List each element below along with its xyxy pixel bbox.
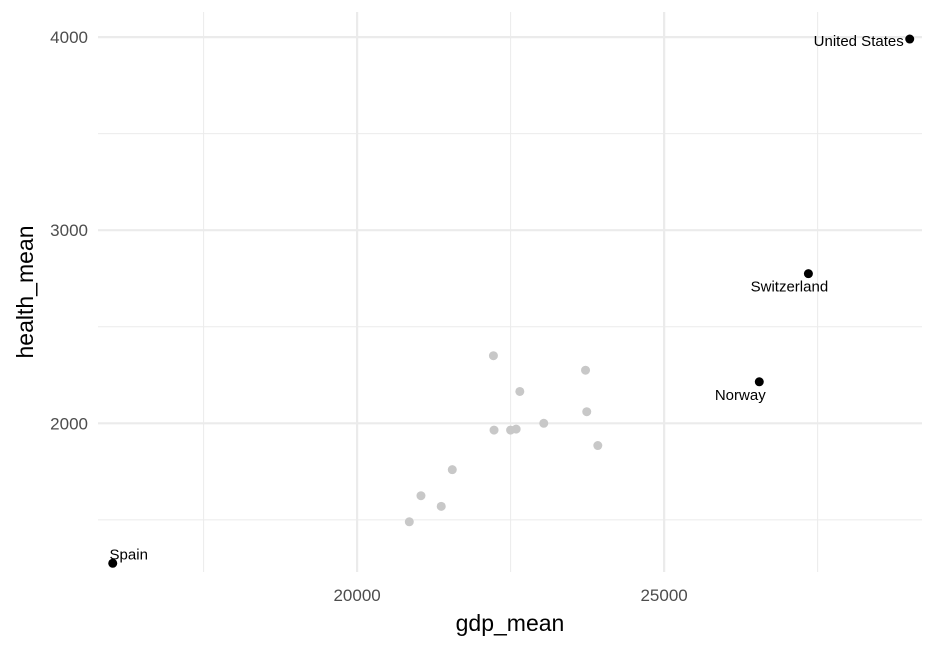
y-tick-label: 4000: [50, 28, 88, 47]
major-gridlines: [98, 12, 922, 572]
data-point: [511, 424, 521, 434]
y-tick-label: 3000: [50, 221, 88, 240]
data-point: [593, 441, 603, 451]
highlighted-data-point: [754, 377, 764, 387]
data-point: [581, 365, 591, 375]
data-point: [436, 501, 446, 511]
data-point: [489, 425, 499, 435]
data-point: [582, 407, 592, 417]
minor-gridlines: [98, 12, 922, 572]
data-point: [515, 386, 525, 396]
highlighted-data-point: [803, 269, 813, 279]
point-label: Switzerland: [751, 279, 829, 296]
data-point: [539, 418, 549, 428]
point-label: Spain: [110, 546, 148, 563]
x-tick-label: 25000: [640, 586, 687, 605]
point-labels: United States Switzerland Norway Spain: [110, 33, 904, 563]
data-point: [404, 517, 414, 527]
highlighted-data-point: [905, 34, 915, 44]
y-axis-title: health_mean: [12, 226, 38, 359]
point-label: Norway: [715, 387, 766, 404]
data-point: [416, 491, 426, 501]
point-label: United States: [814, 33, 904, 50]
highlighted-data-point: [108, 558, 118, 568]
y-tick-label: 2000: [50, 414, 88, 433]
background-points: [404, 351, 603, 527]
x-tick-labels: 20000 25000: [333, 586, 687, 605]
x-tick-label: 20000: [333, 586, 380, 605]
y-tick-labels: 2000 3000 4000: [50, 28, 88, 433]
data-point: [447, 465, 457, 475]
x-axis-title: gdp_mean: [456, 610, 565, 636]
data-point: [488, 351, 498, 361]
highlighted-points: [108, 34, 915, 568]
